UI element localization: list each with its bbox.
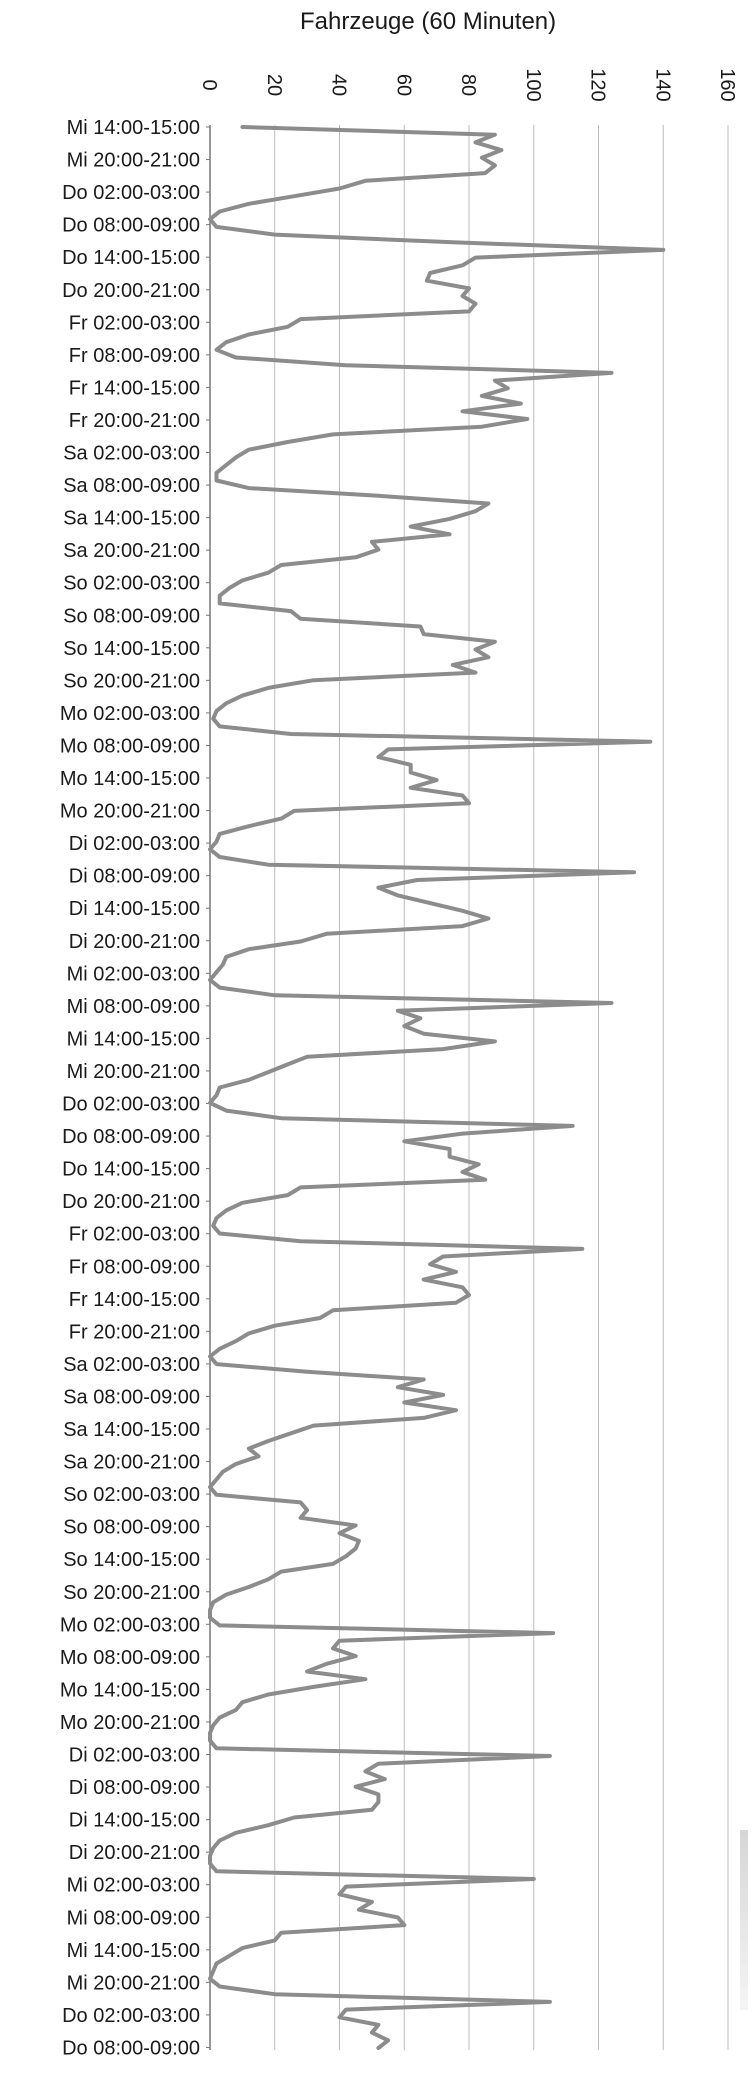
category-label: Mi 20:00-21:00	[67, 150, 200, 172]
category-label: Sa 20:00-21:00	[63, 540, 200, 562]
category-label: Fr 08:00-09:00	[69, 1256, 200, 1278]
category-label: Fr 02:00-03:00	[69, 312, 200, 334]
category-label: Do 02:00-03:00	[62, 2005, 200, 2027]
category-label: Di 14:00-15:00	[69, 898, 200, 920]
category-label: Mi 14:00-15:00	[67, 117, 200, 139]
value-tick-label: 20	[263, 74, 285, 96]
value-axis-labels: 0 20 40 60 80 100 120 140 160	[198, 68, 738, 101]
category-label: So 20:00-21:00	[63, 670, 200, 692]
category-label: Mo 02:00-03:00	[60, 1614, 200, 1636]
category-label: So 14:00-15:00	[63, 638, 200, 660]
category-label: Do 08:00-09:00	[62, 1126, 200, 1148]
value-tick-label: 40	[328, 74, 350, 96]
category-label: Fr 20:00-21:00	[69, 1321, 200, 1343]
category-label: Mo 14:00-15:00	[60, 1679, 200, 1701]
scan-edge-mark	[740, 1830, 748, 2010]
category-label: Do 02:00-03:00	[62, 1094, 200, 1116]
category-label: So 14:00-15:00	[63, 1549, 200, 1571]
category-label: Mo 08:00-09:00	[60, 735, 200, 757]
category-label: Mi 14:00-15:00	[67, 1028, 200, 1050]
category-label: Di 02:00-03:00	[69, 833, 200, 855]
category-label: Mo 20:00-21:00	[60, 1712, 200, 1734]
category-label: Do 02:00-03:00	[62, 182, 200, 204]
category-label: Mi 08:00-09:00	[67, 996, 200, 1018]
category-label: Mo 08:00-09:00	[60, 1647, 200, 1669]
category-ticks	[206, 126, 210, 2048]
category-label: Di 08:00-09:00	[69, 866, 200, 888]
category-label: Do 20:00-21:00	[62, 1191, 200, 1213]
value-tick-label: 140	[651, 68, 673, 101]
category-label: Fr 02:00-03:00	[69, 1224, 200, 1246]
category-label: Mi 20:00-21:00	[67, 1972, 200, 1994]
category-label: Do 08:00-09:00	[62, 2037, 200, 2059]
series-line	[208, 125, 666, 2050]
category-label: Di 08:00-09:00	[69, 1777, 200, 1799]
value-tick-label: 80	[457, 74, 479, 96]
category-label: Di 02:00-03:00	[69, 1745, 200, 1767]
chart-title: Fahrzeuge (60 Minuten)	[300, 8, 557, 35]
category-label: Mo 02:00-03:00	[60, 703, 200, 725]
category-label: Mi 20:00-21:00	[67, 1061, 200, 1083]
category-label: Mi 08:00-09:00	[67, 1907, 200, 1929]
category-label: Sa 14:00-15:00	[63, 508, 200, 530]
category-axis-labels: Mi 14:00-15:00 Mi 20:00-21:00 Do 02:00-03:…	[60, 117, 200, 2059]
value-gridlines	[209, 125, 729, 2050]
category-label: Mi 02:00-03:00	[67, 1875, 200, 1897]
category-label: Fr 08:00-09:00	[69, 345, 200, 367]
value-tick-label: 120	[587, 68, 609, 101]
category-label: Fr 14:00-15:00	[69, 377, 200, 399]
category-label: Sa 14:00-15:00	[63, 1419, 200, 1441]
category-label: Sa 02:00-03:00	[63, 1354, 200, 1376]
category-label: So 02:00-03:00	[63, 1484, 200, 1506]
category-label: Sa 02:00-03:00	[63, 443, 200, 465]
category-label: So 08:00-09:00	[63, 605, 200, 627]
category-label: Mi 02:00-03:00	[67, 963, 200, 985]
category-label: So 02:00-03:00	[63, 573, 200, 595]
value-tick-label: 0	[198, 79, 220, 90]
category-label: Do 20:00-21:00	[62, 280, 200, 302]
category-label: Mi 14:00-15:00	[67, 1940, 200, 1962]
category-label: Do 08:00-09:00	[62, 215, 200, 237]
category-label: So 20:00-21:00	[63, 1582, 200, 1604]
category-label: Mo 20:00-21:00	[60, 801, 200, 823]
value-tick-label: 60	[392, 74, 414, 96]
category-label: Di 14:00-15:00	[69, 1810, 200, 1832]
category-label: Do 14:00-15:00	[62, 1159, 200, 1181]
category-label: Sa 20:00-21:00	[63, 1452, 200, 1474]
category-label: Sa 08:00-09:00	[63, 475, 200, 497]
category-label: Sa 08:00-09:00	[63, 1386, 200, 1408]
category-label: Fr 14:00-15:00	[69, 1289, 200, 1311]
category-label: Do 14:00-15:00	[62, 247, 200, 269]
category-label: Di 20:00-21:00	[69, 931, 200, 953]
value-tick-label: 100	[522, 68, 544, 101]
category-label: So 08:00-09:00	[63, 1517, 200, 1539]
value-tick-label: 160	[716, 68, 738, 101]
category-label: Fr 20:00-21:00	[69, 410, 200, 432]
category-label: Di 20:00-21:00	[69, 1842, 200, 1864]
category-label: Mo 14:00-15:00	[60, 768, 200, 790]
